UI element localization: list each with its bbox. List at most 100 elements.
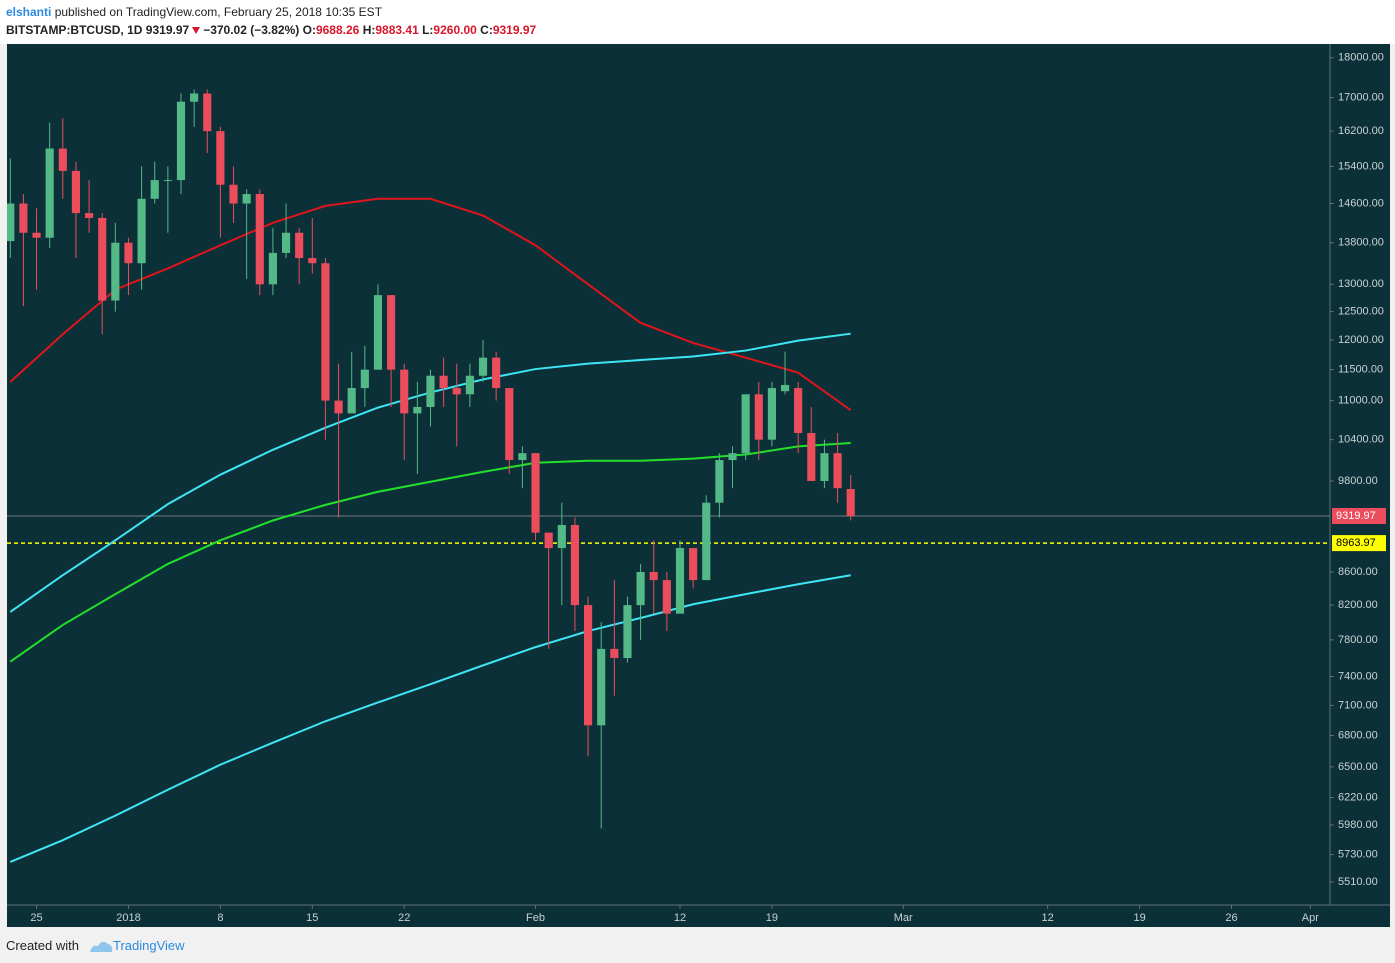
candle-body [242,194,251,204]
candle-body [295,232,304,259]
candle-body [229,184,238,204]
candle-body [465,375,474,395]
x-tick-label: 12 [674,912,686,924]
candle-body [780,384,790,392]
x-tick-label: 15 [306,912,318,924]
symbol-line: BITSTAMP:BTCUSD, 1D 9319.97 −370.02 (−3.8… [6,23,536,37]
candle-body [767,388,776,440]
candle-body [150,180,159,199]
candle-body [58,148,67,171]
candle-body [583,605,593,726]
candle-body [373,295,383,370]
candle-body [268,252,277,285]
candle-body [794,388,803,434]
candle-body [281,232,291,253]
x-tick-label: Mar [894,912,913,924]
candle-body [846,489,855,516]
y-tick-label: 7400.00 [1338,670,1378,682]
symbol: BITSTAMP:BTCUSD, 1D [6,23,143,37]
candle-body [163,180,172,182]
ohlc: O:9688.26 H:9883.41 L:9260.00 C:9319.97 [303,23,537,37]
candle-body [807,433,816,482]
candle-body [728,453,737,461]
candle-body [636,571,645,606]
moving-average [9,442,851,663]
candle-body [360,369,369,389]
candle-body [111,242,120,301]
y-tick-label: 12000.00 [1338,334,1384,346]
candle-body [689,548,698,581]
y-tick-label: 11000.00 [1338,395,1383,407]
candle-body [439,375,448,389]
x-tick-label: 8 [217,912,223,924]
down-arrow [192,27,201,34]
y-tick-label: 8600.00 [1338,566,1378,578]
candle-body [623,605,632,659]
price-tag-label: 9319.97 [1336,510,1376,522]
y-tick-label: 15400.00 [1338,160,1384,172]
y-tick-label: 7800.00 [1338,634,1378,646]
candle-body [820,453,829,482]
candle-body [610,648,619,659]
ohlc-label: O: [302,23,316,37]
candle-body [426,375,435,407]
x-tick-label: 22 [398,912,410,924]
y-tick-label: 5510.00 [1338,876,1378,888]
moving-average [9,574,851,863]
ohlc-value: 9688.26 [315,23,360,37]
x-tick-label: 25 [30,912,42,924]
candle-body [387,295,396,370]
y-tick-label: 10400.00 [1338,434,1384,446]
candle-body [557,525,566,549]
x-tick-label: 2018 [116,912,140,924]
y-tick-label: 6500.00 [1338,761,1378,773]
ohlc-label: C: [480,23,493,37]
publish-line: elshanti published on TradingView.com, F… [6,5,382,19]
candle-body [702,502,711,581]
y-tick-label: 5980.00 [1338,819,1378,831]
candle-body [176,101,186,181]
candle-body [321,263,330,401]
candle-body [492,357,501,389]
y-tick-label: 9800.00 [1338,475,1378,487]
price-tag [1332,507,1386,524]
candle-body [400,369,409,414]
candle-body [216,131,225,185]
candle-body [662,580,671,614]
ohlc-label: L: [422,23,434,37]
ohlc-value: 9883.41 [375,23,419,37]
candle-body [649,571,658,581]
candle-body [190,93,199,102]
candle-body [715,460,724,503]
plot [7,89,1330,863]
y-tick-label: 6220.00 [1338,791,1378,803]
x-tick-label: 19 [1133,912,1145,924]
last: 9319.97 [145,23,190,37]
candle-body [255,194,264,285]
candle-body [452,388,461,395]
candle-body [334,400,343,414]
y-tick-label: 8200.00 [1338,599,1378,611]
candle-body [85,213,94,218]
change: −370.02 (−3.82%) [203,23,300,37]
x-tick-label: 26 [1225,912,1237,924]
candle-body [675,548,685,614]
y-tick-label: 13800.00 [1338,237,1384,249]
candle-body [124,242,133,264]
candle-body [137,198,146,264]
candle-body [597,648,606,726]
candle-body [518,453,527,461]
level-tag [1332,535,1386,552]
logo [90,941,113,952]
user[interactable]: elshanti [6,5,52,19]
brand[interactable]: TradingView [112,938,185,953]
ohlc-value: 9319.97 [492,23,537,37]
candle-body [32,232,41,238]
candle-body [505,388,514,461]
created: Created with [6,938,79,953]
candle-body [98,217,107,301]
footer: Created with TradingView [6,938,185,953]
y-tick-label: 13000.00 [1338,278,1384,290]
candle-body [754,394,763,440]
